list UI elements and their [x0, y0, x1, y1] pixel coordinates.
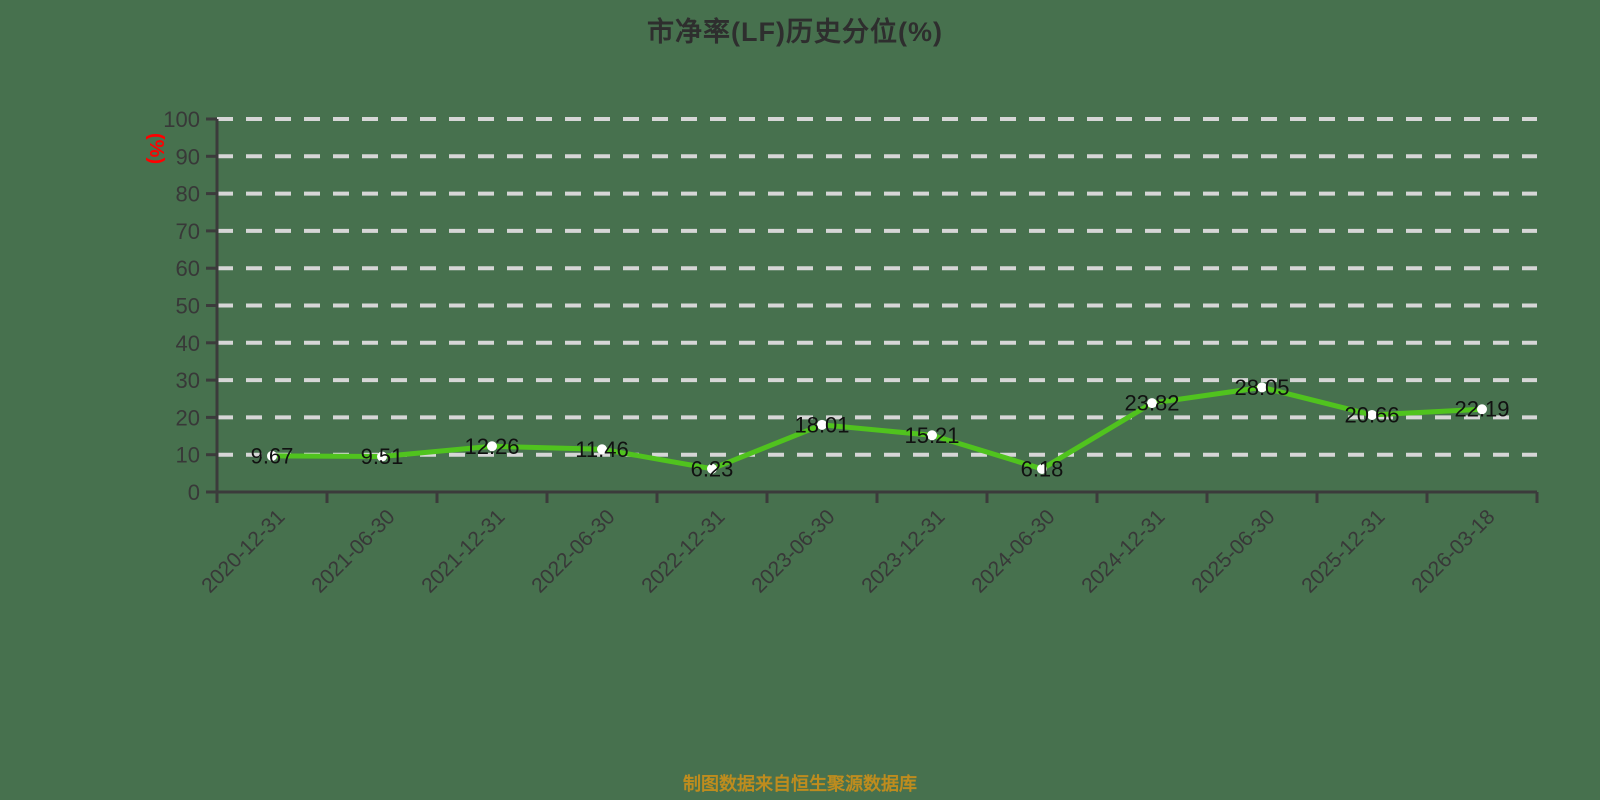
x-tick-label: 2022-06-30 — [527, 505, 619, 597]
data-point — [1367, 409, 1377, 420]
data-point — [1257, 382, 1267, 393]
data-point-label: 9.51 — [361, 444, 404, 469]
data-point — [1147, 398, 1157, 409]
data-point — [1477, 404, 1487, 415]
data-point-label: 11.46 — [575, 437, 628, 462]
y-tick-label: 100 — [163, 107, 200, 132]
data-point-label: 9.67 — [251, 443, 294, 468]
data-point-label: 23.82 — [1124, 391, 1179, 416]
x-tick-label: 2024-12-31 — [1077, 505, 1169, 597]
x-tick-label: 2020-12-31 — [197, 505, 289, 597]
x-tick-label: 2023-06-30 — [747, 505, 839, 597]
data-point — [927, 430, 937, 441]
chart-title: 市净率(LF)历史分位(%) — [647, 17, 943, 47]
x-tick-label: 2023-12-31 — [857, 505, 949, 597]
series-line — [269, 384, 1485, 472]
x-tick-label: 2022-12-31 — [637, 505, 729, 597]
y-tick-label: 70 — [176, 219, 200, 244]
data-point-label: 6.18 — [1021, 456, 1064, 481]
y-tick-label: 50 — [176, 294, 200, 319]
x-tick-label: 2021-06-30 — [307, 505, 399, 597]
y-axis-unit-label: (%) — [145, 133, 167, 164]
data-point-label: 6.23 — [691, 456, 734, 481]
data-point-label: 28.05 — [1234, 375, 1289, 400]
y-tick-label: 10 — [176, 443, 200, 468]
y-tick-label: 80 — [176, 182, 200, 207]
y-tick-label: 90 — [176, 144, 200, 169]
y-tick-label: 30 — [176, 368, 200, 393]
data-point-label: 15.21 — [904, 423, 959, 448]
x-tick-label: 2024-06-30 — [967, 505, 1059, 597]
data-point — [267, 450, 277, 461]
data-point-label: 12.26 — [464, 434, 519, 459]
data-point — [597, 444, 607, 455]
data-point-label: 18.01 — [794, 412, 849, 437]
x-tick-label: 2025-06-30 — [1187, 505, 1279, 597]
data-point-label: 20.66 — [1344, 402, 1399, 427]
data-point — [377, 451, 387, 462]
y-tick-label: 40 — [176, 331, 200, 356]
y-tick-label: 0 — [188, 480, 200, 505]
data-point — [1037, 463, 1047, 474]
data-point — [707, 463, 717, 474]
x-tick-label: 2021-12-31 — [417, 505, 509, 597]
data-source-note: 制图数据来自恒生聚源数据库 — [683, 774, 917, 794]
y-tick-label: 60 — [176, 256, 200, 281]
y-tick-label: 20 — [176, 405, 200, 430]
data-point — [817, 419, 827, 430]
data-point — [487, 441, 497, 452]
x-tick-label: 2025-12-31 — [1297, 505, 1389, 597]
x-tick-label: 2026-03-18 — [1407, 505, 1499, 597]
data-point-label: 22.19 — [1454, 397, 1509, 422]
